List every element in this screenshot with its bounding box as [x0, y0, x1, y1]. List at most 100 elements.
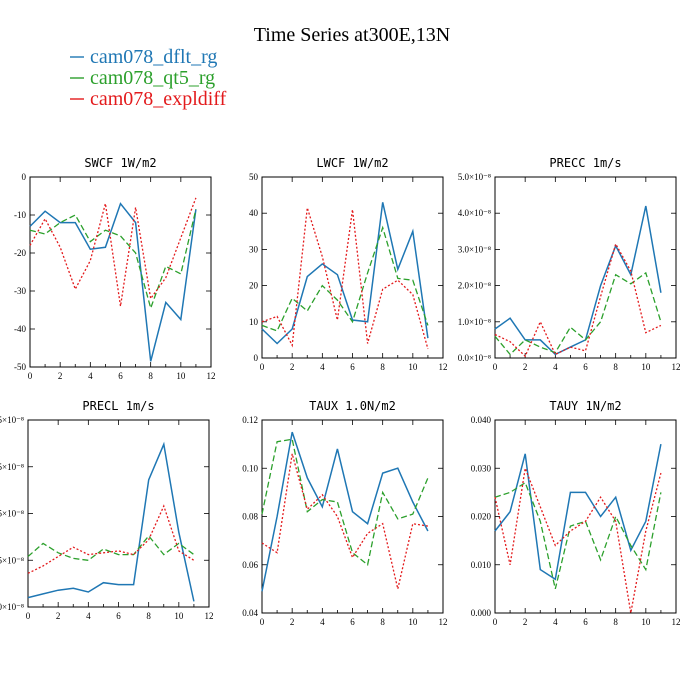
series-line-0 [494, 205, 662, 356]
series-line-2 [261, 207, 429, 350]
series-line-2 [27, 504, 195, 574]
x-tick-label: 8 [148, 371, 153, 381]
y-tick-label: 20 [249, 281, 259, 291]
x-tick-label: 4 [553, 362, 558, 372]
x-tick-label: 0 [260, 617, 265, 627]
x-tick-label: 0 [26, 611, 31, 621]
panel-title: TAUY 1N/m2 [549, 399, 621, 413]
panel-2: PRECC 1m/s 0 2 4 6 8 10 12 0.0×10⁻⁸ 1.0×10⁻⁸ 2.0×1… [458, 156, 681, 372]
y-tick-label: 5.0×10⁻⁸ [458, 172, 491, 182]
y-tick-label: 0.020 [471, 512, 492, 522]
y-tick-label: 10 [249, 317, 259, 327]
y-tick-label: 4.0×10⁻⁸ [458, 208, 491, 218]
x-tick-label: 6 [118, 371, 123, 381]
y-tick-label: 0 [22, 172, 27, 182]
x-tick-label: 8 [146, 611, 151, 621]
series-line-2 [29, 197, 197, 307]
panel-title: PRECC 1m/s [549, 156, 621, 170]
y-tick-label: -20 [14, 248, 26, 258]
panel-1: LWCF 1W/m2 0 2 4 6 8 10 12 0 10 20 30 40 50 [249, 156, 448, 372]
x-tick-label: 10 [408, 617, 418, 627]
series-line-1 [494, 271, 662, 356]
y-tick-label: 0.04 [242, 608, 258, 618]
y-tick-label: 1.0×10⁻⁸ [458, 317, 491, 327]
x-tick-label: 12 [672, 617, 681, 627]
x-tick-label: 4 [320, 617, 325, 627]
y-tick-label: 5×10⁻⁸ [0, 555, 24, 565]
x-tick-label: 4 [553, 617, 558, 627]
x-tick-label: 0 [28, 371, 33, 381]
y-tick-label: -10 [14, 210, 26, 220]
y-tick-label: 0×10⁻⁸ [0, 602, 24, 612]
x-tick-label: 2 [290, 362, 295, 372]
x-tick-label: 8 [380, 617, 385, 627]
y-tick-label: 5×10⁻⁸ [0, 509, 24, 519]
x-tick-label: 2 [58, 371, 63, 381]
y-tick-label: 2.0×10⁻⁸ [458, 281, 491, 291]
x-tick-label: 2 [56, 611, 61, 621]
x-tick-label: 4 [320, 362, 325, 372]
y-tick-label: 50 [249, 172, 259, 182]
x-tick-label: 10 [641, 362, 651, 372]
series-line-0 [494, 443, 662, 581]
plot-frame [261, 176, 444, 359]
legend-label-0: cam078_dflt_rg [90, 46, 217, 68]
y-tick-label: 3.0×10⁻⁸ [458, 244, 491, 254]
x-tick-label: 8 [613, 617, 618, 627]
x-tick-label: 6 [350, 362, 355, 372]
y-tick-label: 0.08 [242, 512, 258, 522]
x-tick-label: 4 [88, 371, 93, 381]
x-tick-label: 10 [176, 371, 186, 381]
x-tick-label: 6 [116, 611, 121, 621]
legend-label-2: cam078_expldiff [90, 88, 227, 110]
series-line-1 [261, 225, 429, 332]
series-line-1 [494, 481, 662, 590]
panel-0: SWCF 1W/m2 0 2 4 6 8 10 12 -50 -40 -30 -20 -10 0 [14, 156, 216, 381]
figure-title: Time Series at300E,13N [254, 24, 450, 46]
panel-title: LWCF 1W/m2 [316, 156, 388, 170]
x-tick-label: 8 [613, 362, 618, 372]
y-tick-label: 0.030 [471, 463, 492, 473]
x-tick-label: 6 [583, 617, 588, 627]
x-tick-label: 12 [205, 611, 214, 621]
x-tick-label: 10 [408, 362, 418, 372]
series-line-2 [494, 242, 662, 358]
y-tick-label: -30 [14, 286, 26, 296]
x-tick-label: 0 [260, 362, 265, 372]
x-tick-label: 6 [583, 362, 588, 372]
y-tick-label: 0.000 [471, 608, 492, 618]
legend: cam078_dflt_rg cam078_qt5_rg cam078_expl… [70, 46, 227, 110]
panel-3: PRECL 1m/s 0 2 4 6 8 10 12 0×10⁻⁸ 5×10⁻⁸ 5×10⁻⁸ 5×1… [0, 399, 214, 621]
x-tick-label: 6 [350, 617, 355, 627]
x-tick-label: 2 [523, 362, 528, 372]
x-tick-label: 10 [174, 611, 184, 621]
y-tick-label: 5×10⁻⁸ [0, 415, 24, 425]
panel-title: TAUX 1.0N/m2 [309, 399, 396, 413]
x-tick-label: 2 [523, 617, 528, 627]
series-line-2 [261, 453, 429, 590]
panels: SWCF 1W/m2 0 2 4 6 8 10 12 -50 -40 -30 -20 -10 0 LWCF … [0, 156, 681, 627]
y-tick-label: 5×10⁻⁸ [0, 462, 24, 472]
x-tick-label: 8 [380, 362, 385, 372]
plot-frame [27, 419, 210, 608]
y-tick-label: 0.010 [471, 560, 492, 570]
series-line-0 [27, 441, 195, 602]
y-tick-label: 0 [254, 353, 259, 363]
series-line-0 [261, 431, 429, 592]
panel-title: SWCF 1W/m2 [84, 156, 156, 170]
x-tick-label: 10 [641, 617, 651, 627]
x-tick-label: 0 [493, 362, 498, 372]
series-line-0 [29, 202, 197, 362]
x-tick-label: 12 [207, 371, 216, 381]
x-tick-label: 2 [290, 617, 295, 627]
y-tick-label: -40 [14, 324, 26, 334]
panel-5: TAUY 1N/m2 0 2 4 6 8 10 12 0.000 0.010 0.020 0.030 0… [471, 399, 681, 627]
x-tick-label: 0 [493, 617, 498, 627]
panel-4: TAUX 1.0N/m2 0 2 4 6 8 10 12 0.04 0.06 0.08 0.10 0.1… [242, 399, 447, 627]
y-tick-label: -50 [14, 362, 26, 372]
y-tick-label: 0.06 [242, 560, 258, 570]
plot-frame [494, 419, 677, 614]
series-line-2 [494, 465, 662, 614]
legend-label-1: cam078_qt5_rg [90, 67, 215, 89]
